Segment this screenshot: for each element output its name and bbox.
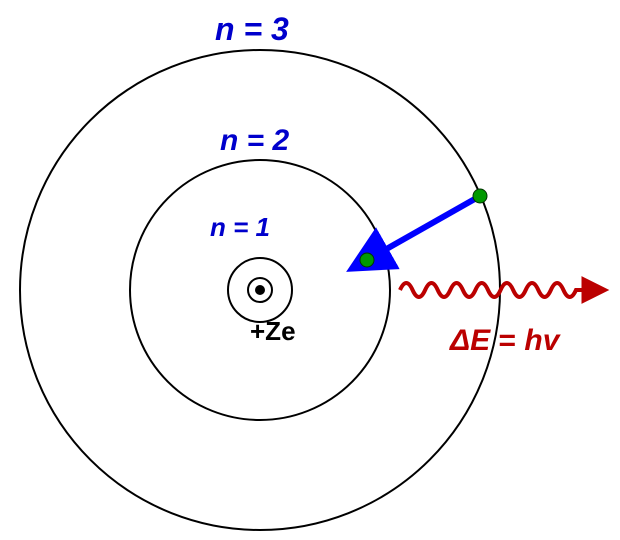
electron-inner [360,253,374,267]
bohr-model-diagram: n = 3 n = 2 n = 1 +Ze ΔE = hv [0,0,620,540]
photon-wave [400,283,586,297]
energy-label: ΔE = hv [449,324,562,357]
orbit-label-n1: n = 1 [210,212,270,242]
orbit-label-n2: n = 2 [220,124,290,157]
orbit-label-n3: n = 3 [215,11,289,47]
nucleus-label: +Ze [250,316,296,346]
energy-var-h: h [524,324,542,357]
delta-symbol: Δ [449,324,470,357]
nucleus-dot [255,285,265,295]
energy-var-E: E [470,324,491,357]
energy-eq: = [490,324,524,357]
electron-outer [473,189,487,203]
transition-arrow [381,196,480,252]
energy-var-v: v [543,324,562,357]
